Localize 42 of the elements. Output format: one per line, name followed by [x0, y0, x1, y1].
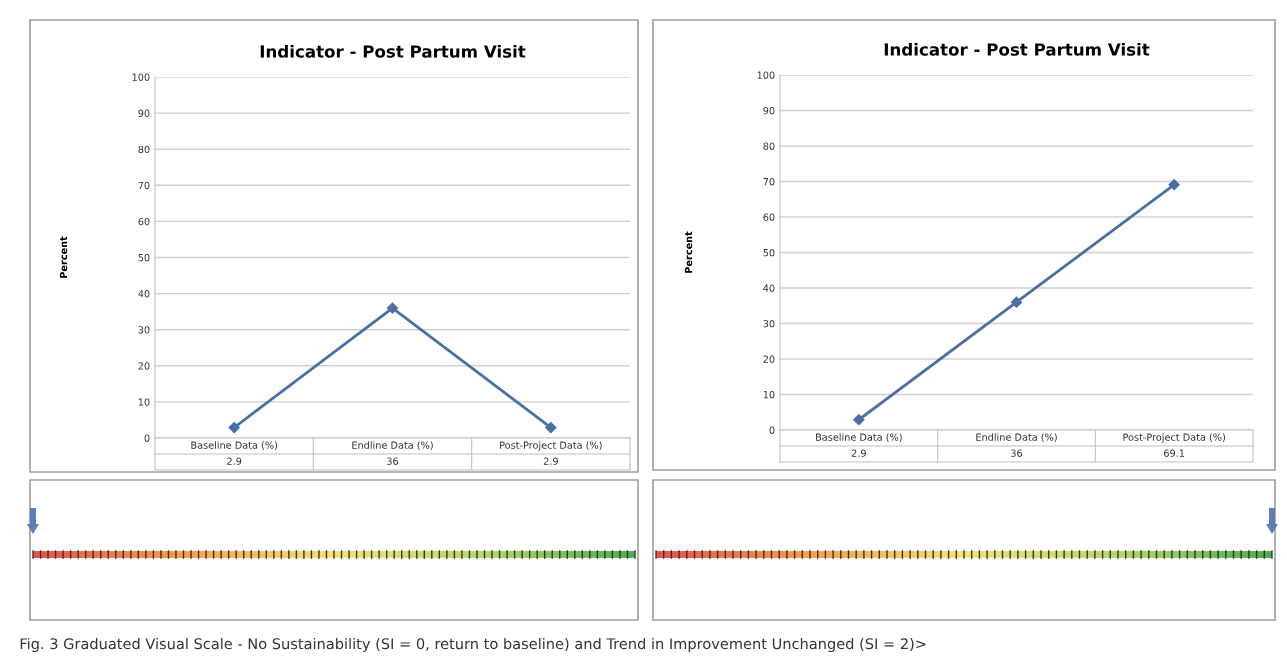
point	[1168, 179, 1180, 191]
x-tick-label: Endline Data (%)	[352, 441, 433, 450]
x-tick-label: Endline Data (%)	[976, 433, 1057, 442]
y-tick-label: 90	[763, 106, 775, 115]
y-tick-label: 20	[763, 355, 775, 363]
y-tick-label: 70	[763, 177, 775, 186]
y-tick-label: 70	[138, 181, 150, 190]
y-tick-label: 60	[763, 213, 775, 221]
y-tick-label: 60	[138, 217, 150, 226]
data-label: 2.9	[851, 449, 866, 457]
y-axis-title: Percent	[684, 231, 693, 273]
data-label: 2.9	[227, 457, 242, 465]
chart-title: Indicator - Post Partum Visit	[260, 44, 526, 58]
point	[853, 414, 865, 426]
x-tick-label: Post-Project Data (%)	[1123, 433, 1225, 443]
y-tick-label: 20	[138, 362, 150, 370]
y-tick-label: 30	[763, 319, 775, 328]
y-tick-label: 10	[763, 390, 775, 399]
y-tick-label: 50	[138, 253, 150, 262]
y-axis-title: Percent	[59, 236, 68, 278]
y-tick-label: 40	[138, 290, 150, 298]
y-tick-label: 90	[138, 109, 150, 117]
caption: Fig. 3 Graduated Visual Scale - No Sustainability (SI = 0, return to baseline) and Trend in Improvement Unchanged (SI = 2)>	[20, 637, 926, 653]
y-tick-label: 80	[763, 142, 775, 150]
y-tick-label: 100	[132, 73, 150, 81]
y-tick-label: 0	[144, 434, 150, 442]
point	[1010, 296, 1023, 308]
data-label: 36	[1011, 449, 1023, 457]
data-label: 36	[387, 457, 399, 465]
y-tick-label: 30	[138, 326, 150, 334]
y-tick-label: 50	[763, 248, 775, 257]
y-tick-label: 0	[769, 426, 775, 434]
x-tick-label: Post-Project Data (%)	[500, 441, 602, 451]
chart-title: Indicator - Post Partum Visit	[884, 42, 1150, 56]
y-tick-label: 100	[757, 71, 775, 79]
y-tick-label: 40	[763, 284, 775, 292]
y-tick-label: 10	[138, 398, 150, 406]
x-tick-label: Baseline Data (%)	[191, 441, 278, 450]
x-tick-label: Baseline Data (%)	[816, 433, 902, 442]
data-label: 2.9	[543, 457, 558, 465]
data-label: 69.1	[1164, 449, 1185, 457]
y-tick-label: 80	[138, 145, 150, 154]
